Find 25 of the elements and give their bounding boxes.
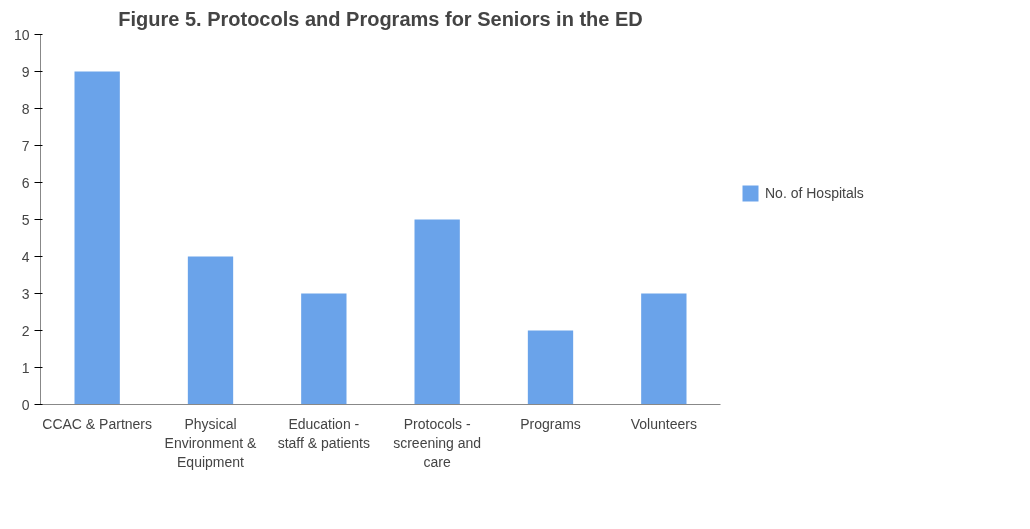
bar [641, 293, 687, 405]
y-tick-label: 2 [21, 322, 30, 339]
y-tick-label: 0 [21, 396, 30, 413]
legend-label: No. of Hospitals [765, 184, 864, 201]
y-tick-label: 4 [21, 248, 30, 265]
x-tick-label: Protocols - screening and care [393, 415, 482, 470]
y-tick-label: 7 [21, 137, 30, 154]
chart-title: Figure 5. Protocols and Programs for Seniors in the ED [118, 7, 643, 30]
y-tick-label: 6 [21, 174, 30, 191]
bar [74, 71, 120, 405]
y-tick-label: 10 [13, 26, 30, 43]
bar [301, 293, 347, 405]
y-tick-label: 8 [21, 100, 30, 117]
bar [414, 219, 460, 405]
y-tick-label: 5 [21, 211, 30, 228]
x-tick-label: Physical Environment & Equipment [164, 415, 258, 470]
x-tick-label: Volunteers [630, 415, 697, 432]
bar [187, 256, 234, 405]
bar [527, 330, 574, 405]
y-tick-label: 3 [21, 285, 30, 302]
y-tick-label: 1 [21, 359, 30, 376]
x-tick-label: Education - staff & patients [277, 415, 371, 451]
x-tick-label: Programs [520, 415, 581, 432]
x-tick-label: CCAC & Partners [42, 415, 153, 432]
y-tick-label: 9 [21, 63, 30, 80]
